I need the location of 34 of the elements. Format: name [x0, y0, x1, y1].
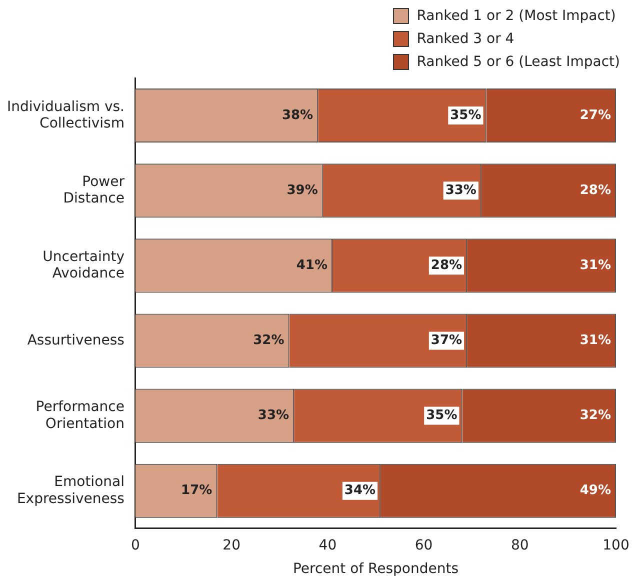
y-tick-label: Uncertainty Avoidance [42, 248, 124, 282]
y-tick-label: Emotional Expressiveness [16, 474, 124, 507]
y-tick-label: Power Distance [63, 174, 125, 207]
x-tick-label: 80 [510, 537, 529, 554]
data-label: 37% [430, 333, 462, 348]
data-label: 28% [430, 258, 462, 274]
data-label: 35% [450, 108, 482, 123]
x-tick-label: 20 [222, 537, 240, 554]
x-tick-label: 60 [414, 537, 433, 554]
data-label: 31% [580, 258, 611, 274]
data-label: 33% [445, 182, 476, 198]
y-tick-label: Performance Orientation [36, 399, 124, 432]
legend-label: Ranked 5 or 6 (Least Impact) [416, 54, 620, 70]
data-label: 32% [253, 333, 284, 348]
data-label: 38% [282, 108, 314, 123]
x-tick-label: 0 [131, 537, 140, 554]
data-label: 32% [580, 408, 611, 424]
x-tick-label: 100 [602, 537, 630, 554]
data-label: 34% [344, 483, 376, 498]
legend-label: Ranked 3 or 4 [416, 30, 514, 46]
y-tick-label: Individualism vs. Collectivism [7, 98, 124, 132]
data-label: 39% [286, 182, 318, 198]
data-label: 33% [258, 408, 290, 424]
legend-label: Ranked 1 or 2 (Most Impact) [416, 8, 616, 24]
data-label: 17% [181, 483, 212, 498]
data-label: 28% [580, 182, 611, 198]
data-label: 27% [580, 108, 611, 123]
data-label: 31% [580, 333, 611, 348]
data-label: 41% [296, 258, 328, 274]
y-tick-label: Assurtiveness [27, 332, 124, 348]
x-tick-label: 40 [318, 537, 337, 554]
data-label: 35% [426, 408, 458, 424]
x-axis-title: Percent of Respondents [292, 561, 459, 578]
data-label: 49% [580, 483, 611, 498]
